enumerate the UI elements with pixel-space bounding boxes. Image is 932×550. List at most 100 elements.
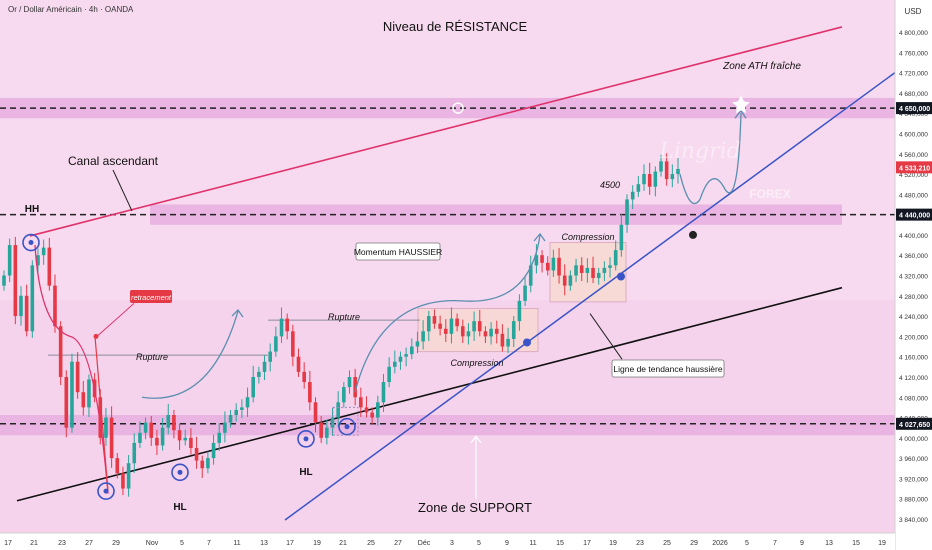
candle-46: [262, 355, 267, 381]
candle-98: [557, 248, 561, 284]
hl-marker-1-dot: [103, 488, 109, 494]
candle-110: [625, 194, 629, 233]
y-tick-19: 4 600,000: [899, 131, 928, 138]
hl-marker-4-dot: [344, 424, 350, 430]
candle-42: [240, 399, 244, 419]
candle-33: [189, 428, 193, 455]
candle-63: [359, 387, 363, 418]
x-tick-11: 19: [313, 540, 321, 547]
retracement-box: [130, 290, 172, 303]
y-tick-22: 4 720,000: [899, 71, 928, 78]
hl-marker-2-dot: [177, 469, 183, 475]
y-tick-7: 4 120,000: [899, 375, 928, 382]
candle-115: [653, 166, 658, 197]
candle-14: [81, 381, 86, 416]
candle-8: [47, 237, 52, 291]
candle-101: [574, 258, 578, 283]
y-tick-20: 4 640,000: [899, 111, 928, 118]
candle-56: [319, 416, 323, 443]
retracement-curve: [34, 245, 109, 494]
candle-81: [460, 319, 465, 343]
candle-52: [296, 348, 301, 377]
candle-92: [523, 277, 527, 306]
candle-2: [13, 236, 18, 325]
y-tick-23: 4 760,000: [899, 50, 928, 57]
candle-43: [245, 387, 250, 418]
candle-67: [381, 373, 386, 412]
x-tick-23: 23: [636, 540, 644, 547]
price-badge-0: [896, 102, 932, 115]
candle-108: [613, 240, 618, 271]
candle-19: [109, 406, 114, 468]
price-badge-1: [896, 161, 932, 174]
candle-47: [268, 343, 273, 372]
candle-59: [336, 391, 340, 428]
hl-marker-3-dot: [303, 436, 309, 442]
candle-3: [19, 286, 23, 326]
candle-78: [443, 319, 448, 342]
time-axis[interactable]: [0, 533, 895, 550]
y-tick-13: 4 360,000: [899, 253, 928, 260]
candle-22: [126, 455, 131, 497]
x-tick-19: 11: [529, 540, 536, 547]
x-tick-22: 19: [609, 540, 617, 547]
x-tick-14: 27: [394, 540, 402, 547]
candle-117: [664, 153, 669, 186]
candle-74: [421, 320, 425, 350]
price-badge-2: [896, 208, 932, 221]
candle-4: [24, 284, 29, 337]
candle-31: [177, 423, 182, 451]
label-ath-zone: Zone ATH fraîche: [722, 61, 801, 72]
candle-83: [472, 311, 476, 341]
candle-1: [7, 238, 12, 283]
y-tick-4: 4 000,000: [899, 436, 928, 443]
candle-36: [206, 451, 210, 474]
x-tick-0: 17: [4, 540, 12, 547]
candle-5: [30, 260, 35, 338]
candle-76: [432, 309, 437, 329]
x-tick-30: 9: [800, 540, 804, 547]
y-tick-18: 4 560,000: [899, 152, 928, 159]
price-badge-label-1: 4 533,210: [899, 165, 930, 172]
candle-38: [217, 423, 222, 452]
candle-103: [585, 258, 590, 283]
candle-86: [489, 322, 493, 345]
candle-65: [370, 407, 374, 425]
label-retracement: retracement: [131, 293, 172, 302]
x-tick-10: 17: [286, 540, 294, 547]
candle-106: [602, 261, 607, 282]
candle-84: [477, 309, 482, 337]
candle-94: [534, 244, 539, 274]
price-axis[interactable]: [895, 0, 932, 550]
candle-32: [183, 429, 188, 446]
candle-44: [251, 365, 256, 403]
y-tick-2: 3 920,000: [899, 476, 928, 483]
candle-113: [642, 164, 646, 191]
projection-arrowhead-2: [533, 232, 546, 242]
candle-60: [342, 382, 346, 408]
projection-arrow-1: [141, 310, 239, 399]
candle-85: [483, 326, 488, 343]
support-arrowhead: [470, 435, 482, 444]
label-rupture-1: Rupture: [136, 352, 168, 362]
retracement-pointer: [96, 303, 135, 337]
y-tick-14: 4 400,000: [899, 233, 928, 240]
candle-80: [455, 313, 459, 332]
x-tick-7: 7: [207, 540, 211, 547]
channel-pointer: [112, 169, 133, 212]
x-tick-8: 11: [233, 540, 240, 547]
candle-49: [279, 307, 284, 343]
candle-91: [517, 294, 522, 331]
pattern-box: [332, 406, 359, 436]
candle-57: [325, 419, 329, 445]
candle-97: [551, 249, 556, 278]
candle-116: [659, 154, 663, 177]
x-tick-27: 2026: [712, 540, 728, 547]
candle-51: [291, 324, 295, 367]
candle-93: [528, 255, 533, 293]
y-tick-24: 4 800,000: [899, 30, 928, 37]
candle-7: [41, 239, 46, 265]
candle-54: [308, 370, 312, 411]
